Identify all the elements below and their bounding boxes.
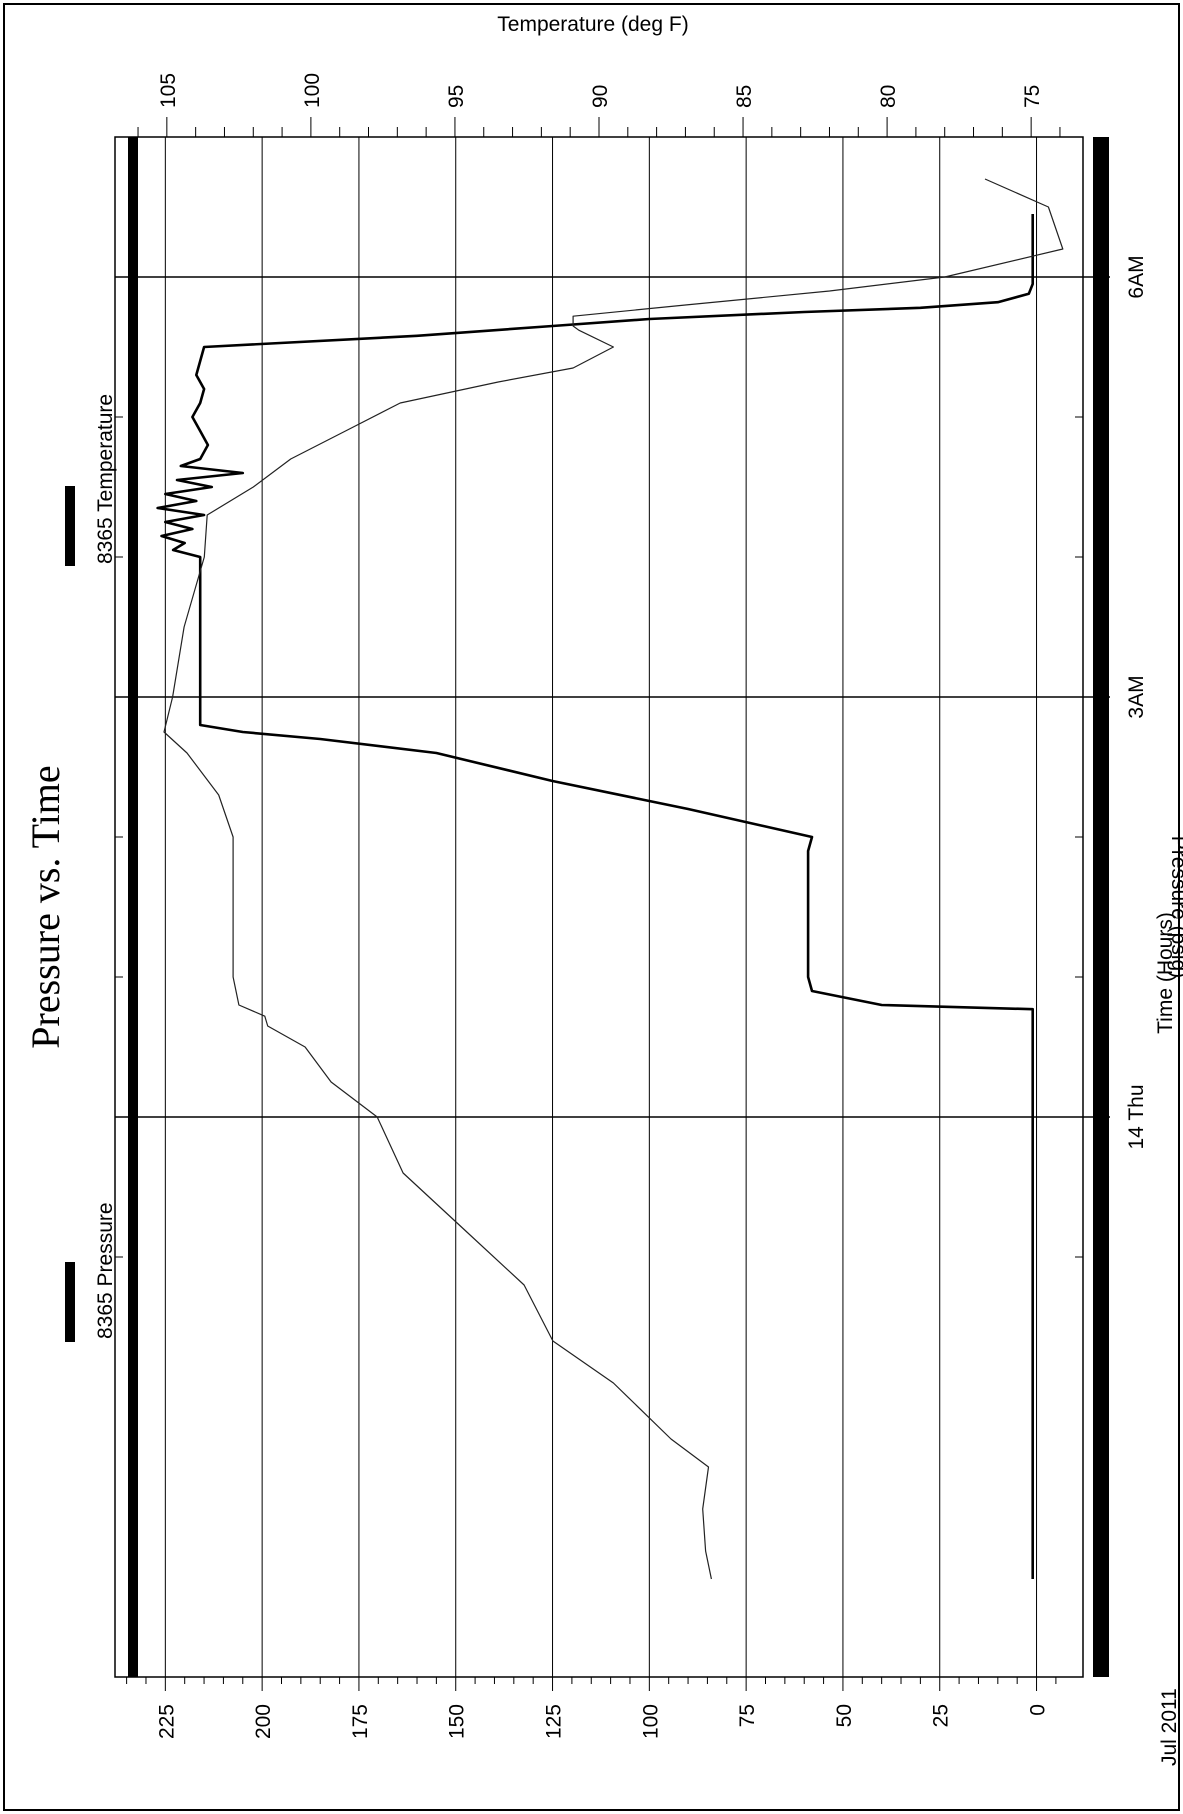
y-tick-label: 175: [349, 1704, 372, 1739]
y2-tick-label: 75: [1021, 85, 1044, 108]
y-tick-label: 200: [252, 1704, 275, 1739]
y2-axis-label: Temperature (deg F): [497, 13, 688, 36]
y-tick-label: 100: [639, 1704, 662, 1739]
legend-swatch-pressure: [65, 1262, 75, 1342]
plot-area-frame: [114, 136, 1084, 1678]
y-tick-label: 75: [736, 1704, 759, 1727]
y-tick-label: 125: [543, 1704, 566, 1739]
date-label: Jul 2011: [1158, 1688, 1181, 1766]
y-tick-label: 150: [446, 1704, 469, 1739]
x-axis-label: Time (Hours): [1154, 912, 1177, 1034]
legend-label-pressure: 8365 Pressure: [94, 1202, 117, 1339]
y2-tick-label: 100: [301, 73, 324, 108]
temperature-axis-bar: [128, 137, 138, 1677]
x-tick-label: 6AM: [1125, 255, 1148, 298]
y-axis-label: Pressure (psig): [1167, 836, 1183, 978]
y2-tick-label: 95: [445, 85, 468, 108]
x-tick-label: 3AM: [1125, 675, 1148, 718]
y2-tick-label: 105: [157, 73, 180, 108]
y-tick-label: 50: [833, 1704, 856, 1727]
y-tick-label: 225: [155, 1704, 178, 1739]
y2-tick-label: 90: [589, 85, 612, 108]
y-tick-label: 25: [930, 1704, 953, 1727]
outer-frame: [3, 3, 1180, 1811]
y2-tick-label: 85: [733, 85, 756, 108]
bottom-axis-bar: [1093, 137, 1109, 1677]
x-tick-label: 14 Thu: [1125, 1085, 1148, 1150]
rotated-plot-group: Pressure vs. Time 0 25 50 75 100 125 150 175 200…: [23, 73, 1183, 1766]
legend-label-temperature: 8365 Temperature: [94, 394, 117, 564]
series-line-pressure: [156, 214, 1034, 1579]
series-line-temperature: [163, 178, 1064, 1580]
chart-title: Pressure vs. Time: [23, 765, 68, 1048]
y-tick-label: 0: [1027, 1704, 1050, 1716]
legend-swatch-temperature: [65, 486, 75, 566]
y2-tick-label: 80: [877, 85, 900, 108]
